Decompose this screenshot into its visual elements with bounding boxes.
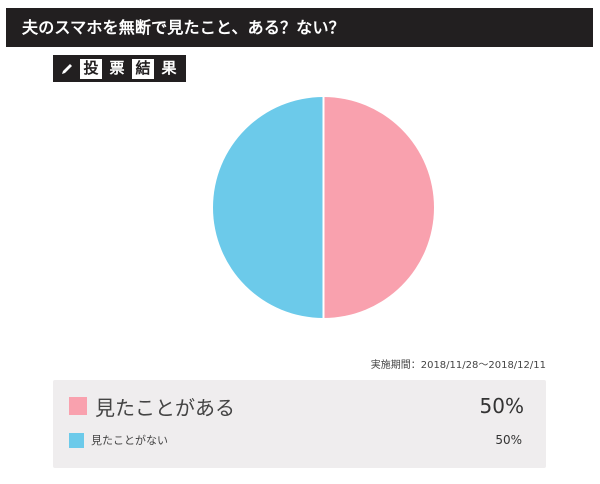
legend-swatch-pink [69, 397, 87, 415]
pie-slice-seen [323, 97, 434, 318]
vote-result-badge: 投 票 結 果 [53, 55, 186, 82]
legend-swatch-blue [69, 432, 84, 448]
legend-item: 見たことがない 50% [69, 430, 524, 450]
pie-slice-not-seen [213, 97, 324, 318]
legend-item: 見たことがある 50% [69, 392, 524, 420]
legend-label: 見たことがない [91, 434, 168, 447]
legend: 見たことがある 50% 見たことがない 50% [53, 380, 546, 468]
badge-char: 果 [158, 58, 180, 79]
page-title: 夫のスマホを無断で見たこと、ある？ない？ [6, 8, 593, 47]
badge-char: 票 [106, 58, 128, 79]
pencil-icon [56, 59, 78, 79]
legend-percent: 50% [479, 394, 524, 418]
legend-percent: 50% [495, 433, 522, 447]
badge-char: 投 [80, 58, 102, 79]
badge-char: 結 [132, 58, 154, 79]
pie-chart [213, 97, 434, 318]
survey-period: 実施期間：2018/11/28〜2018/12/11 [370, 360, 546, 371]
legend-label: 見たことがある [95, 395, 235, 420]
